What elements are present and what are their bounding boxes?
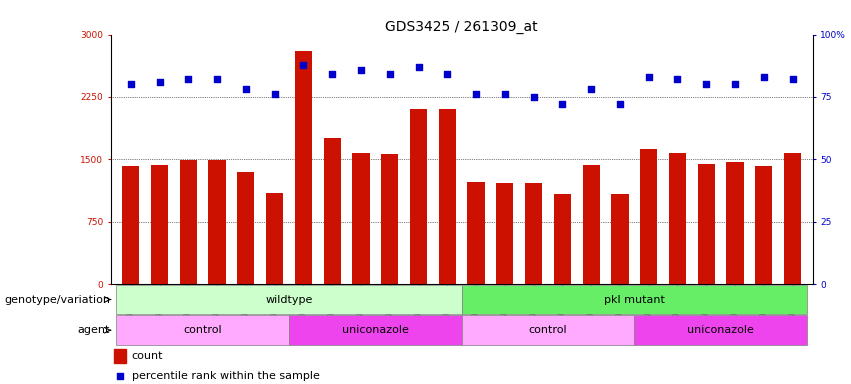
Point: [556, 101, 569, 108]
Point: [527, 94, 540, 100]
Text: wildtype: wildtype: [266, 295, 312, 305]
Text: control: control: [184, 325, 222, 335]
Bar: [698, 164, 715, 284]
Bar: [114, 349, 127, 363]
Point: [152, 79, 166, 85]
Point: [585, 86, 598, 93]
Bar: [123, 166, 140, 284]
Text: percentile rank within the sample: percentile rank within the sample: [132, 371, 320, 381]
Text: control: control: [528, 325, 568, 335]
Point: [757, 74, 771, 80]
Bar: [289, 316, 461, 345]
Point: [210, 76, 224, 83]
Bar: [438, 109, 456, 284]
Bar: [237, 172, 254, 284]
Bar: [784, 153, 801, 284]
Bar: [611, 194, 629, 284]
Point: [498, 91, 511, 98]
Bar: [467, 182, 485, 284]
Point: [642, 74, 655, 80]
Point: [297, 61, 311, 68]
Point: [441, 71, 454, 78]
Title: GDS3425 / 261309_at: GDS3425 / 261309_at: [386, 20, 538, 33]
Text: uniconazole: uniconazole: [688, 325, 754, 335]
Point: [383, 71, 397, 78]
Point: [268, 91, 282, 98]
Bar: [461, 316, 634, 345]
Bar: [323, 138, 340, 284]
Bar: [410, 109, 427, 284]
Bar: [180, 160, 197, 284]
Bar: [117, 285, 461, 314]
Point: [181, 76, 195, 83]
Bar: [117, 316, 289, 345]
Bar: [634, 316, 807, 345]
Text: agent: agent: [77, 325, 110, 335]
Bar: [461, 285, 807, 314]
Bar: [352, 153, 369, 284]
Text: pkl mutant: pkl mutant: [604, 295, 665, 305]
Point: [469, 91, 483, 98]
Point: [613, 101, 626, 108]
Bar: [266, 194, 283, 284]
Point: [671, 76, 684, 83]
Point: [700, 81, 713, 88]
Point: [728, 81, 742, 88]
Bar: [640, 149, 657, 284]
Bar: [525, 183, 542, 284]
Bar: [727, 162, 744, 284]
Bar: [496, 183, 513, 284]
Point: [124, 81, 138, 88]
Text: count: count: [132, 351, 163, 361]
Bar: [554, 194, 571, 284]
Point: [239, 86, 253, 93]
Point: [113, 372, 127, 379]
Bar: [669, 153, 686, 284]
Point: [325, 71, 339, 78]
Bar: [755, 166, 773, 284]
Bar: [208, 160, 226, 284]
Point: [412, 64, 426, 70]
Point: [354, 66, 368, 73]
Bar: [151, 165, 168, 284]
Bar: [381, 154, 398, 284]
Point: [785, 76, 799, 83]
Bar: [294, 51, 312, 284]
Bar: [583, 165, 600, 284]
Text: uniconazole: uniconazole: [342, 325, 408, 335]
Text: genotype/variation: genotype/variation: [4, 295, 110, 305]
